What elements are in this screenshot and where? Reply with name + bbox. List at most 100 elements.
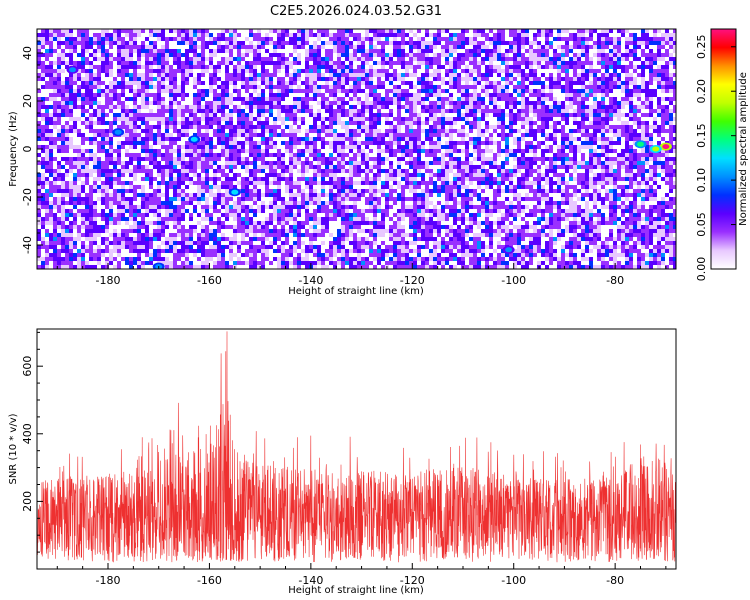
heatmap-cell [293,109,297,113]
heatmap-cell [633,149,637,153]
heatmap-cell [265,61,269,65]
heatmap-cell [525,65,529,69]
heatmap-cell [401,89,405,93]
heatmap-cell [257,29,261,33]
heatmap-cell [365,85,369,89]
heatmap-cell [653,41,657,45]
heatmap-cell [277,113,281,117]
heatmap-cell [349,69,353,73]
heatmap-cell [585,141,589,145]
heatmap-cell [125,69,129,73]
heatmap-cell [669,33,673,37]
heatmap-cell [121,81,125,85]
heatmap-cell [249,45,253,49]
heatmap-cell [357,173,361,177]
heatmap-cell [501,137,505,141]
heatmap-cell [37,97,41,101]
heatmap-cell [241,113,245,117]
heatmap-cell [517,69,521,73]
heatmap-cell [109,137,113,141]
heatmap-cell [397,129,401,133]
heatmap-cell [637,73,641,77]
heatmap-cell [349,29,353,33]
heatmap-cell [641,85,645,89]
heatmap-cell [201,57,205,61]
heatmap-cell [657,49,661,53]
heatmap-cell [125,109,129,113]
heatmap-cell [361,161,365,165]
heatmap-cell [181,41,185,45]
heatmap-cell [649,97,653,101]
heatmap-cell [105,105,109,109]
heatmap-cell [457,149,461,153]
heatmap-cell [649,81,653,85]
heatmap-cell [657,173,661,177]
heatmap-cell [365,81,369,85]
heatmap-cell [485,93,489,97]
heatmap-cell [529,165,533,169]
heatmap-cell [293,165,297,169]
heatmap-cell [581,117,585,121]
heatmap-cell [385,173,389,177]
heatmap-cell [153,33,157,37]
heatmap-cell [545,33,549,37]
heatmap-cell [597,173,601,177]
heatmap-cell [353,173,357,177]
heatmap-cell [581,153,585,157]
heatmap-cell [421,81,425,85]
heatmap-cell [105,65,109,69]
heatmap-cell [617,129,621,133]
heatmap-cell [105,29,109,33]
heatmap-cell [97,101,101,105]
heatmap-cell [481,141,485,145]
heatmap-cell [573,113,577,117]
heatmap-cell [125,81,129,85]
heatmap-cell [621,153,625,157]
heatmap-cell [617,37,621,41]
heatmap-cell [149,125,153,129]
heatmap-cell [305,101,309,105]
heatmap-cell [213,181,217,185]
heatmap-cell [397,49,401,53]
heatmap-cell [625,133,629,137]
heatmap-cell [373,73,377,77]
heatmap-cell [101,89,105,93]
heatmap-cell [45,53,49,57]
heatmap-cell [161,165,165,169]
heatmap-cell [313,77,317,81]
heatmap-cell [669,41,673,45]
heatmap-cell [145,69,149,73]
heatmap-cell [557,77,561,81]
heatmap-cell [81,165,85,169]
heatmap-cell [457,185,461,189]
heatmap-cell [117,69,121,73]
heatmap-cell [405,41,409,45]
heatmap-cell [137,85,141,89]
heatmap-cell [37,89,41,93]
heatmap-cell [489,149,493,153]
heatmap-cell [261,61,265,65]
heatmap-cell [213,121,217,125]
heatmap-cell [69,37,73,41]
heatmap-cell [641,89,645,93]
heatmap-cell [205,29,209,33]
heatmap-cell [185,185,189,189]
heatmap-cell [333,81,337,85]
heatmap-cell [337,177,341,181]
heatmap-cell [601,141,605,145]
heatmap-cell [253,101,257,105]
heatmap-cell [477,137,481,141]
heatmap-cell [273,133,277,137]
heatmap-cell [605,145,609,149]
heatmap-cell [273,121,277,125]
heatmap-cell [673,33,676,37]
heatmap-cell [137,161,141,165]
heatmap-cell [593,165,597,169]
heatmap-cell [473,121,477,125]
heatmap-cell [333,45,337,49]
heatmap-cell [93,177,97,181]
heatmap-cell [429,117,433,121]
heatmap-cell [253,145,257,149]
heatmap-cell [553,129,557,133]
heatmap-cell [513,69,517,73]
